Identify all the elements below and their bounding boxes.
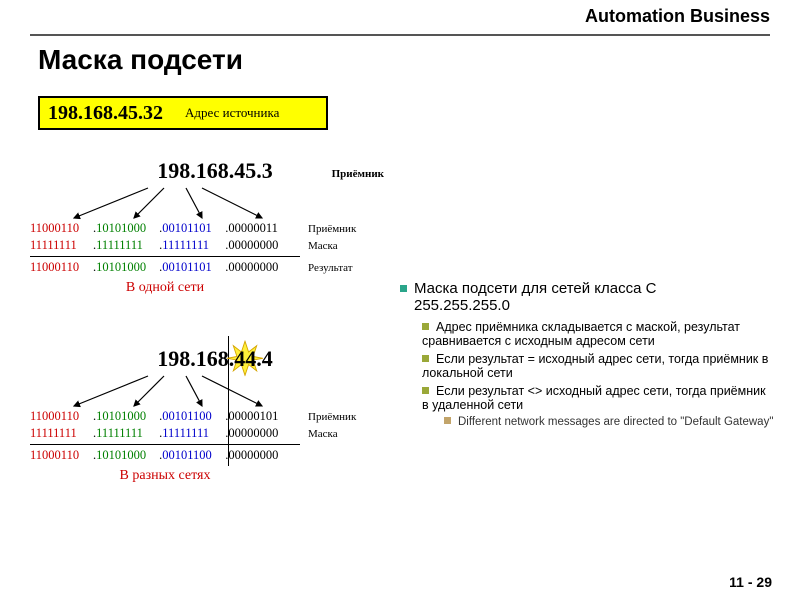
dest-ip-2: 198.168.44.4 — [30, 346, 400, 372]
page-chapter: 11 — [729, 574, 744, 590]
oct: 11111111 — [162, 425, 225, 442]
oct: 11111111 — [30, 425, 93, 442]
example-diff-network: 198.168.44.4 11000110.10101000.00101100.… — [30, 338, 400, 484]
brand-header: Automation Business — [585, 6, 770, 27]
heading-line1: Маска подсети для сетей класса C — [414, 280, 656, 297]
dest-ip-2-pre: 198.168. — [157, 346, 234, 371]
oct: 00101100 — [162, 408, 225, 425]
oct: 10101000 — [96, 259, 159, 276]
oct: 11111111 — [96, 237, 159, 254]
heading-class-c: Маска подсети для сетей класса C 255.255… — [400, 280, 774, 314]
dest-ip-1-text: 198.168.45.3 — [157, 158, 273, 183]
bullet-icon — [422, 387, 429, 394]
oct: 00000000 — [228, 237, 291, 254]
bullet-icon — [422, 355, 429, 362]
under-rule-1 — [30, 256, 300, 257]
oct: 00101100 — [162, 447, 225, 464]
heading-line2: 255.255.255.0 — [414, 297, 510, 314]
oct: 00000000 — [228, 259, 291, 276]
oct: 00101101 — [162, 259, 225, 276]
header-rule — [30, 34, 770, 36]
oct: 00000000 — [228, 425, 291, 442]
bullet-text: Если результат = исходный адрес сети, то… — [422, 352, 768, 380]
bullet-text: Если результат <> исходный адрес сети, т… — [422, 384, 766, 412]
binary-rows-1: 11000110.10101000.00101101.00000011 Приё… — [30, 220, 400, 276]
dest-ip-2-hl-text: 44 — [234, 346, 256, 371]
row-label: Маска — [308, 426, 338, 443]
example-same-network: 198.168.45.3 Приёмник 11000110.10101000.… — [30, 150, 400, 296]
bullet-equal: Если результат = исходный адрес сети, то… — [422, 352, 774, 380]
oct: 00000011 — [228, 220, 291, 237]
oct: 10101000 — [96, 408, 159, 425]
bullet-default-gw: Different network messages are directed … — [444, 416, 774, 428]
oct: 11000110 — [30, 408, 93, 425]
arrow-svg-1 — [30, 186, 330, 222]
bullet-notequal: Если результат <> исходный адрес сети, т… — [422, 384, 774, 412]
oct: 11000110 — [30, 259, 93, 276]
source-label: Адрес источника — [185, 105, 279, 121]
oct: 11000110 — [30, 220, 93, 237]
oct: 00000101 — [228, 408, 291, 425]
result-note-2: В разных сетях — [30, 468, 300, 484]
result-note-1: В одной сети — [30, 280, 300, 296]
dest-ip-2-highlight: 44 — [234, 346, 256, 372]
oct: 10101000 — [96, 447, 159, 464]
slide-title: Маска подсети — [38, 44, 243, 76]
dest-ip-1: 198.168.45.3 Приёмник — [30, 158, 400, 184]
oct: 00101101 — [162, 220, 225, 237]
oct: 11111111 — [162, 237, 225, 254]
under-rule-2 — [30, 444, 300, 445]
oct: 11000110 — [30, 447, 93, 464]
row-mask-2: 11111111.11111111.11111111.00000000 Маск… — [30, 425, 400, 442]
row-receiver-2: 11000110.10101000.00101100.00000101 Приё… — [30, 408, 400, 425]
oct: 11111111 — [30, 237, 93, 254]
oct: 10101000 — [96, 220, 159, 237]
arrows-2 — [30, 374, 400, 406]
bullet-icon — [400, 285, 407, 292]
bullet-icon — [444, 417, 451, 424]
row-result-2: 11000110.10101000.00101100.00000000 — [30, 447, 400, 464]
bullet-text: Different network messages are directed … — [458, 416, 773, 428]
dest-ip-2-post: .4 — [256, 346, 273, 371]
row-receiver-1: 11000110.10101000.00101101.00000011 Приё… — [30, 220, 400, 237]
oct: 00000000 — [228, 447, 291, 464]
page-number: 11 - 29 — [729, 574, 772, 590]
source-address-box: 198.168.45.32 Адрес источника — [38, 96, 328, 130]
row-result-1: 11000110.10101000.00101101.00000000 Резу… — [30, 259, 400, 276]
explanation-panel: Маска подсети для сетей класса C 255.255… — [400, 280, 774, 431]
arrows-1 — [30, 186, 400, 218]
oct: 11111111 — [96, 425, 159, 442]
bullet-icon — [422, 323, 429, 330]
bullet-text: Адрес приёмника складывается с маской, р… — [422, 320, 740, 348]
row-label: Приёмник — [308, 221, 356, 238]
row-mask-1: 11111111.11111111.11111111.00000000 Маск… — [30, 237, 400, 254]
dest-label-1: Приёмник — [332, 168, 384, 180]
arrow-svg-2 — [30, 374, 330, 410]
row-label: Маска — [308, 238, 338, 255]
bullet-and-mask: Адрес приёмника складывается с маской, р… — [422, 320, 774, 348]
row-label: Результат — [308, 260, 353, 277]
row-label: Приёмник — [308, 409, 356, 426]
binary-rows-2: 11000110.10101000.00101100.00000101 Приё… — [30, 408, 400, 464]
page-index: 29 — [756, 574, 772, 590]
source-ip: 198.168.45.32 — [48, 102, 163, 125]
